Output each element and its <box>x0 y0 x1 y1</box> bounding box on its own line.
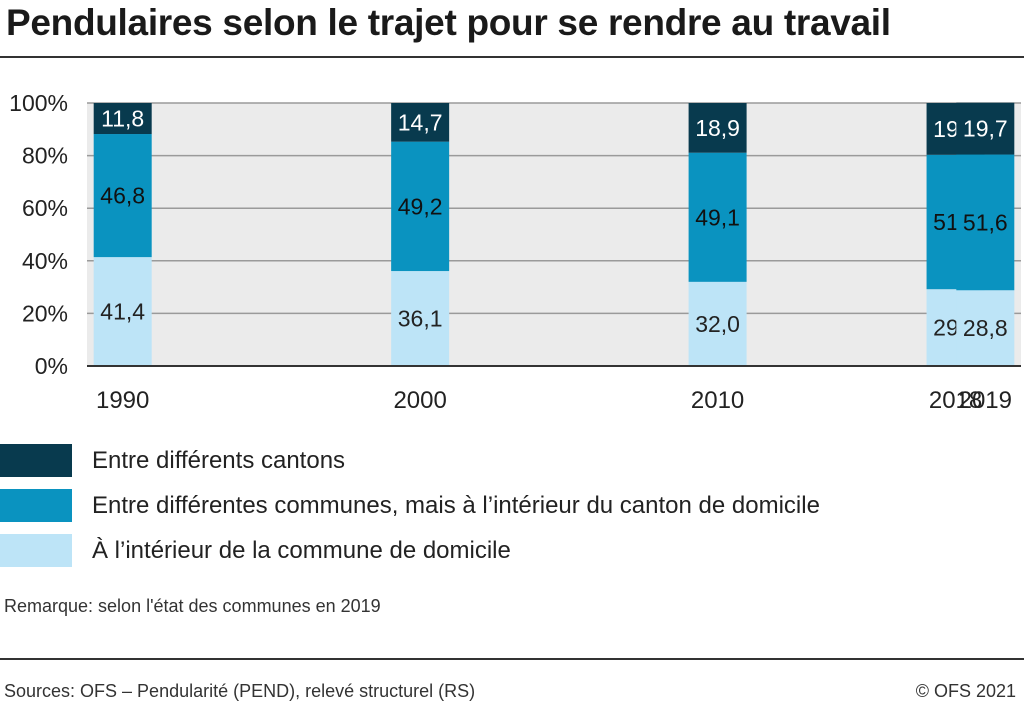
data-label-2010-0: 32,0 <box>695 311 740 337</box>
bar-segment-1990-2 <box>93 103 152 135</box>
data-label-2010-2: 18,9 <box>695 115 740 141</box>
x-tick-label-2000: 2000 <box>393 387 446 414</box>
x-tick-label-1990: 1990 <box>96 387 149 414</box>
plot-background <box>87 103 1021 366</box>
y-tick-label-40: 40% <box>22 248 68 274</box>
data-label-1990-0: 41,4 <box>100 299 145 325</box>
bar-segment-2000-2 <box>391 103 450 142</box>
bar-segment-2000-0 <box>391 271 450 366</box>
data-label-1990-1: 46,8 <box>100 183 145 209</box>
copyright-text: © OFS 2021 <box>915 681 1016 701</box>
data-label-2010-1: 49,1 <box>695 204 740 230</box>
data-label-2019-0: 28,8 <box>963 315 1008 341</box>
legend-swatch-domicile <box>0 534 72 567</box>
legend-label-communes: Entre différentes communes, mais à l’int… <box>92 491 820 519</box>
chart-note: Remarque: selon l'état des communes en 2… <box>4 596 381 616</box>
chart-title: Pendulaires selon le trajet pour se rend… <box>6 2 891 43</box>
data-label-2019-2: 19,7 <box>963 116 1008 142</box>
bar-segment-2019-2 <box>956 102 1015 155</box>
legend-item-domicile: À l’intérieur de la commune de domicile <box>0 528 820 573</box>
bar-segment-2019-1 <box>956 154 1015 291</box>
data-label-2000-0: 36,1 <box>398 306 443 332</box>
legend-label-cantons: Entre différents cantons <box>92 446 346 474</box>
y-tick-label-0: 0% <box>35 353 68 379</box>
data-label-2000-2: 14,7 <box>398 109 443 135</box>
legend: Entre différents cantons Entre différent… <box>0 438 820 573</box>
y-tick-label-100: 100% <box>9 90 68 116</box>
legend-swatch-communes <box>0 489 72 522</box>
data-label-1990-2: 11,8 <box>101 106 144 132</box>
title-rule <box>0 56 1024 58</box>
x-tick-label-2010: 2010 <box>691 387 744 414</box>
bar-segment-2000-1 <box>391 141 450 272</box>
x-tick-label-2018: 2018 <box>929 387 982 414</box>
y-tick-label-80: 80% <box>22 143 68 169</box>
source-text: Sources: OFS – Pendularité (PEND), relev… <box>4 681 476 701</box>
x-tick-label-2019: 2019 <box>959 387 1012 414</box>
legend-item-communes: Entre différentes communes, mais à l’int… <box>0 483 820 528</box>
bar-segment-2010-2 <box>688 103 747 153</box>
bar-segment-2010-0 <box>688 281 747 366</box>
y-tick-label-60: 60% <box>22 195 68 221</box>
bar-segment-2019-0 <box>956 290 1015 366</box>
legend-swatch-cantons <box>0 444 72 477</box>
data-label-2019-1: 51,6 <box>963 209 1008 235</box>
bar-segment-1990-1 <box>93 134 152 258</box>
data-label-2000-1: 49,2 <box>398 193 443 219</box>
y-tick-label-20: 20% <box>22 300 68 326</box>
bar-segment-2010-1 <box>688 152 747 282</box>
legend-label-domicile: À l’intérieur de la commune de domicile <box>92 536 511 564</box>
stacked-bar-chart: 0% 20% 40% 60% 80% 100% 41,4 46,8 11,8 1990 36,1 49… <box>9 90 1021 414</box>
legend-item-cantons: Entre différents cantons <box>0 438 820 483</box>
bar-segment-1990-0 <box>93 257 152 366</box>
footer-rule <box>0 658 1024 660</box>
